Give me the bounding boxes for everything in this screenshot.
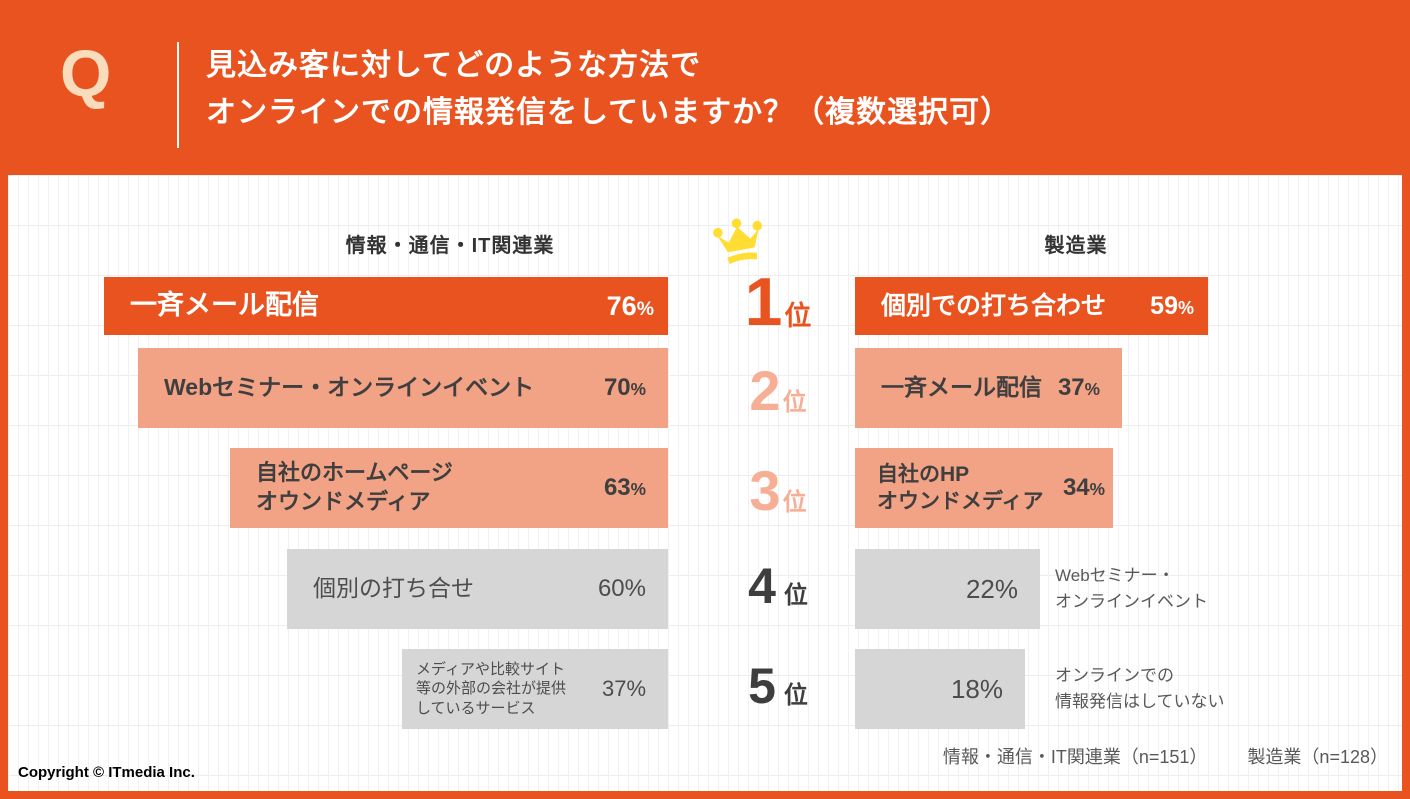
bar-value-number: 60 xyxy=(597,575,625,602)
rank-number: 5 xyxy=(748,658,776,714)
bar-value-unit: % xyxy=(1177,297,1194,318)
bar-value-unit: % xyxy=(630,479,646,499)
bar-value-unit: % xyxy=(636,297,654,320)
bar-value: 59% xyxy=(1150,292,1194,321)
bar-value-unit: % xyxy=(626,676,646,701)
bar-value: 37% xyxy=(602,676,646,702)
rank-number: 2 xyxy=(749,359,781,422)
bar-mfg-rank4: 22% xyxy=(855,549,1040,629)
bar-mfg-rank2: 一斉メール配信 37% xyxy=(855,348,1122,428)
copyright-text: Copyright © ITmedia Inc. xyxy=(18,764,195,781)
bar-value-number: 34 xyxy=(1062,474,1090,501)
rank-suffix: 位 xyxy=(783,582,808,609)
bar-value-unit: % xyxy=(994,573,1018,604)
crown-icon xyxy=(711,217,769,274)
column-header-manufacturing: 製造業 xyxy=(1044,235,1108,257)
rank-suffix: 位 xyxy=(782,389,807,416)
bar-value: 70% xyxy=(604,374,646,402)
bar-mfg-rank5: 18% xyxy=(855,649,1025,729)
bar-value-unit: % xyxy=(1084,379,1100,399)
bar-value: 63% xyxy=(604,474,646,502)
outside-label-mfg-rank4: Webセミナー・ オンラインイベント xyxy=(1055,566,1208,612)
bar-it-rank1: 一斉メール配信 76% xyxy=(104,277,668,335)
bar-it-rank4: 個別の打ち合せ 60% xyxy=(287,549,668,629)
bar-value-number: 70 xyxy=(603,374,631,401)
bar-label: 自社のホームページ オウンドメディア xyxy=(256,460,453,514)
bar-value-number: 76 xyxy=(606,290,637,321)
bar-value-unit: % xyxy=(624,575,646,602)
bar-value: 76% xyxy=(607,291,654,322)
bar-label: Webセミナー・オンラインイベント xyxy=(164,374,535,401)
bar-it-rank5: メディアや比較サイト 等の外部の会社が提供 しているサービス 37% xyxy=(402,649,668,729)
bar-label: メディアや比較サイト 等の外部の会社が提供 しているサービス xyxy=(416,660,567,717)
bar-value: 37% xyxy=(1058,374,1100,402)
bar-it-rank2: Webセミナー・オンラインイベント 70% xyxy=(138,348,668,428)
sample-size-note: 情報・通信・IT関連業（n=151） 製造業（n=128） xyxy=(943,743,1388,769)
rank-number: 1 xyxy=(744,264,783,340)
bar-value-number: 37 xyxy=(601,676,627,701)
sample-size-it: 情報・通信・IT関連業（n=151） xyxy=(942,747,1208,767)
sample-size-mfg: 製造業（n=128） xyxy=(1247,747,1388,767)
bar-value-number: 63 xyxy=(603,474,631,501)
bar-mfg-rank1: 個別での打ち合わせ 59% xyxy=(855,277,1208,335)
bar-label: 個別の打ち合せ xyxy=(313,575,474,602)
bar-value-unit: % xyxy=(1089,479,1105,499)
header-divider xyxy=(177,42,179,148)
bar-label: 一斉メール配信 xyxy=(881,374,1042,401)
bar-value-unit: % xyxy=(979,673,1003,704)
bar-value-number: 22 xyxy=(965,573,995,604)
bar-label: 一斉メール配信 xyxy=(130,290,319,321)
bar-value: 22% xyxy=(966,574,1018,605)
bar-value-number: 37 xyxy=(1057,374,1085,401)
bar-value: 18% xyxy=(951,674,1003,705)
bar-value-number: 18 xyxy=(950,673,980,704)
bar-value-unit: % xyxy=(630,379,646,399)
rank-suffix: 位 xyxy=(782,489,807,516)
bar-label: 自社のHP オウンドメディア xyxy=(877,462,1044,513)
rank-number: 4 xyxy=(748,558,776,614)
question-header: Q 見込み客に対してどのような方法で オンラインでの情報発信をしていますか？（複… xyxy=(0,0,1410,175)
outside-label-mfg-rank5: オンラインでの 情報発信はしていない xyxy=(1055,666,1225,712)
column-header-it: 情報・通信・IT関連業 xyxy=(345,235,555,257)
question-title: 見込み客に対してどのような方法で オンラインでの情報発信をしていますか？（複数選… xyxy=(206,49,1012,129)
rank-number: 3 xyxy=(749,459,781,522)
bar-it-rank3: 自社のホームページ オウンドメディア 63% xyxy=(230,448,668,528)
bar-mfg-rank3: 自社のHP オウンドメディア 34% xyxy=(855,448,1113,528)
q-mark: Q xyxy=(60,36,112,110)
bar-value: 60% xyxy=(598,575,646,603)
bar-value: 34% xyxy=(1063,474,1105,502)
rank-suffix: 位 xyxy=(784,301,812,331)
bar-label: 個別での打ち合わせ xyxy=(881,291,1107,320)
rank-suffix: 位 xyxy=(783,682,808,709)
bar-value-number: 59 xyxy=(1150,291,1178,320)
